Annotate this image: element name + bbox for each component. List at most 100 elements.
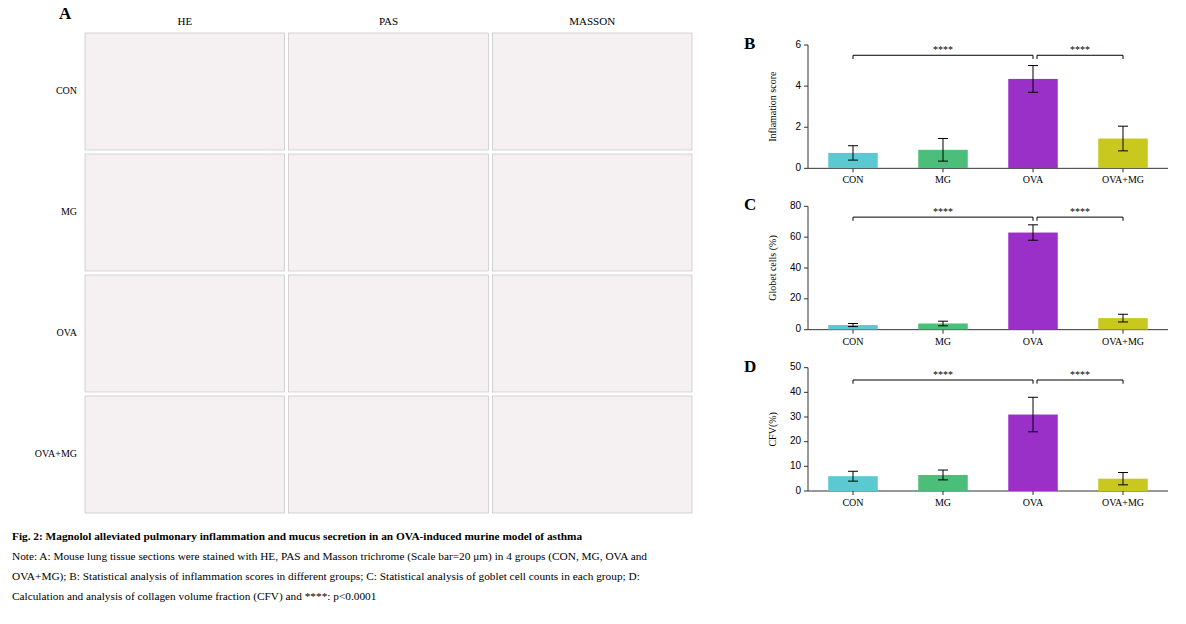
image-placeholder: [289, 275, 489, 392]
figure: AHEPASMASSONCONMGOVAOVA+MGB0246Inflamati…: [0, 0, 1186, 624]
error-cap: [848, 323, 858, 324]
y-tick-label: 0: [795, 485, 801, 496]
error-bar: [938, 470, 948, 480]
marks: [828, 225, 1148, 330]
bar-chart: B0246Inflamation scoreCONMGOVAOVA+MG****…: [744, 34, 1168, 185]
x-tick: [1123, 330, 1124, 334]
y-tick: [804, 417, 808, 418]
x-tick-label: CON: [842, 336, 863, 347]
error-bar: [848, 324, 858, 327]
x-tick: [853, 168, 854, 172]
error-cap: [1028, 92, 1038, 93]
error-line: [1123, 473, 1124, 485]
image-placeholder: [289, 396, 489, 513]
y-axis-label: Globet cells (%): [767, 235, 779, 301]
panel-label: B: [744, 34, 755, 53]
error-cap: [1028, 431, 1038, 432]
x-tick-label: MG: [935, 497, 951, 508]
significance-label: ****: [933, 44, 953, 55]
error-bar: [1118, 314, 1128, 322]
image-placeholder: [492, 33, 692, 150]
error-line: [943, 470, 944, 480]
error-cap: [938, 470, 948, 471]
bar-chart: C020406080Globet cells (%)CONMGOVAOVA+MG…: [744, 195, 1168, 346]
y-tick: [804, 268, 808, 269]
error-bar: [1118, 473, 1128, 485]
error-bar: [1028, 66, 1038, 93]
y-tick: [804, 466, 808, 467]
significance-label: ****: [933, 369, 953, 380]
error-cap: [938, 479, 948, 480]
y-tick-label: 60: [790, 231, 802, 242]
error-bar: [848, 471, 858, 481]
row-label: MG: [61, 206, 77, 217]
error-cap: [848, 471, 858, 472]
x-tick: [943, 491, 944, 495]
y-tick: [804, 168, 808, 169]
column-label: HE: [177, 15, 192, 27]
image-placeholder: [289, 154, 489, 271]
significance-label: ****: [1070, 369, 1090, 380]
row-label: OVA: [57, 327, 78, 338]
column-label: PAS: [379, 15, 398, 27]
significance-bracket: [1037, 380, 1123, 384]
significance-label: ****: [1070, 44, 1090, 55]
row-label: OVA+MG: [35, 448, 77, 459]
y-tick-label: 40: [790, 386, 802, 397]
error-bar: [1028, 397, 1038, 432]
x-tick-label: CON: [842, 497, 863, 508]
error-cap: [1028, 397, 1038, 398]
x-tick-label: OVA+MG: [1102, 174, 1144, 185]
y-tick-label: 80: [790, 200, 802, 211]
error-bar: [938, 139, 948, 162]
x-tick: [1123, 168, 1124, 172]
image-placeholder: [85, 154, 285, 271]
y-tick-label: 4: [795, 80, 801, 91]
error-cap: [1118, 484, 1128, 485]
y-axis: [808, 368, 809, 491]
image-placeholder: [492, 275, 692, 392]
x-tick: [853, 330, 854, 334]
error-cap: [938, 138, 948, 139]
x-tick: [943, 330, 944, 334]
error-bar: [938, 321, 948, 326]
significance-bracket: [853, 380, 1033, 384]
error-cap: [1118, 472, 1128, 473]
significance-bracket: [853, 217, 1033, 221]
caption-line: Note: A: Mouse lung tissue sections were…: [12, 550, 647, 563]
error-line: [1123, 126, 1124, 151]
image-placeholder: [85, 396, 285, 513]
error-cap: [1118, 321, 1128, 322]
panel-label: C: [744, 195, 756, 214]
x-tick: [943, 168, 944, 172]
x-tick-label: MG: [935, 174, 951, 185]
error-cap: [1118, 126, 1128, 127]
marks: [828, 66, 1148, 169]
error-line: [943, 139, 944, 162]
error-line: [943, 321, 944, 326]
y-tick-label: 10: [790, 460, 802, 471]
panel-label: A: [59, 4, 72, 23]
y-tick: [804, 86, 808, 87]
significance-label: ****: [1070, 206, 1090, 217]
y-tick: [804, 45, 808, 46]
error-bar: [1028, 225, 1038, 240]
error-line: [1033, 397, 1034, 432]
y-tick-label: 0: [795, 323, 801, 334]
x-tick: [1123, 491, 1124, 495]
column-label: MASSON: [569, 15, 615, 27]
error-cap: [1028, 65, 1038, 66]
caption-line: Fig. 2: Magnolol alleviated pulmonary in…: [12, 530, 582, 542]
error-cap: [848, 326, 858, 327]
y-tick-label: 40: [790, 262, 802, 273]
y-tick-label: 0: [795, 162, 801, 173]
error-cap: [1028, 224, 1038, 225]
x-tick: [1033, 168, 1034, 172]
y-axis: [808, 45, 809, 168]
error-cap: [938, 161, 948, 162]
y-tick: [804, 127, 808, 128]
y-tick-label: 30: [790, 411, 802, 422]
marks: [828, 397, 1148, 491]
y-tick: [804, 237, 808, 238]
error-bar: [1118, 126, 1128, 151]
